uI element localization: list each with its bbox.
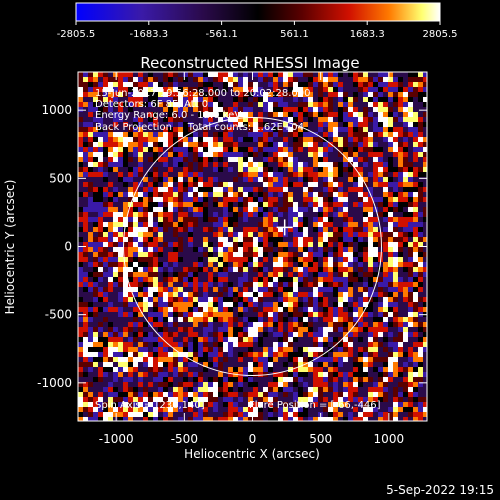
info-energy-range: Energy Range: 6.0 - 12.0 keV [95, 110, 241, 121]
colorbar-gradient [75, 2, 441, 22]
solar-limb-circle [123, 117, 382, 376]
x-axis-label: Heliocentric X (arcsec) [184, 447, 320, 461]
colorbar-tick-label: -561.1 [205, 29, 237, 40]
y-axis-label: Heliocentric Y (arcsec) [3, 180, 17, 315]
info-spin-axis: Spin Axis = [236,140] [95, 400, 205, 411]
x-tick-label: -1000 [99, 432, 134, 446]
y-tick-label: 0 [64, 240, 72, 254]
colorbar-ticks: -2805.5 -1683.3 -561.1 561.1 1683.3 2805.5 [57, 21, 458, 40]
y-tick-label: -1000 [37, 376, 72, 390]
heatmap-image [78, 72, 427, 421]
info-time-range: 15-Jun-2017 19:56:28.000 to 20:02:28.000 [95, 88, 311, 99]
colorbar: -2805.5 -1683.3 -561.1 561.1 1683.3 2805.5 [57, 2, 458, 40]
colorbar-tick-label: -1683.3 [129, 29, 168, 40]
info-flare-position: Flare Position = [-66,-446] [249, 400, 381, 411]
y-tick-label: -500 [45, 308, 72, 322]
info-detectors: Detectors: 6F 8F, Att 0 [95, 99, 208, 110]
colorbar-tick-label: 2805.5 [423, 29, 458, 40]
y-tick-label: 1000 [41, 103, 72, 117]
info-text: 15-Jun-2017 19:56:28.000 to 20:02:28.000… [95, 88, 381, 411]
x-tick-label: 0 [249, 432, 257, 446]
colorbar-tick-label: 1683.3 [350, 29, 385, 40]
plot-date: 5-Sep-2022 19:15 [386, 483, 494, 497]
y-tick-label: 500 [49, 171, 72, 185]
colorbar-tick-label: -2805.5 [57, 29, 96, 40]
x-tick-label: -500 [171, 432, 198, 446]
colorbar-tick-label: 561.1 [280, 29, 309, 40]
x-tick-label: 1000 [374, 432, 405, 446]
plot-title: Reconstructed RHESSI Image [140, 54, 359, 72]
spin-axis-marker [276, 219, 293, 236]
x-tick-label: 500 [309, 432, 332, 446]
info-method-counts: Back Projection Total counts: 1.62E+04 [95, 122, 304, 133]
axes: -1000 -500 0 500 1000 1000 500 0 -500 -1000 [37, 72, 427, 446]
